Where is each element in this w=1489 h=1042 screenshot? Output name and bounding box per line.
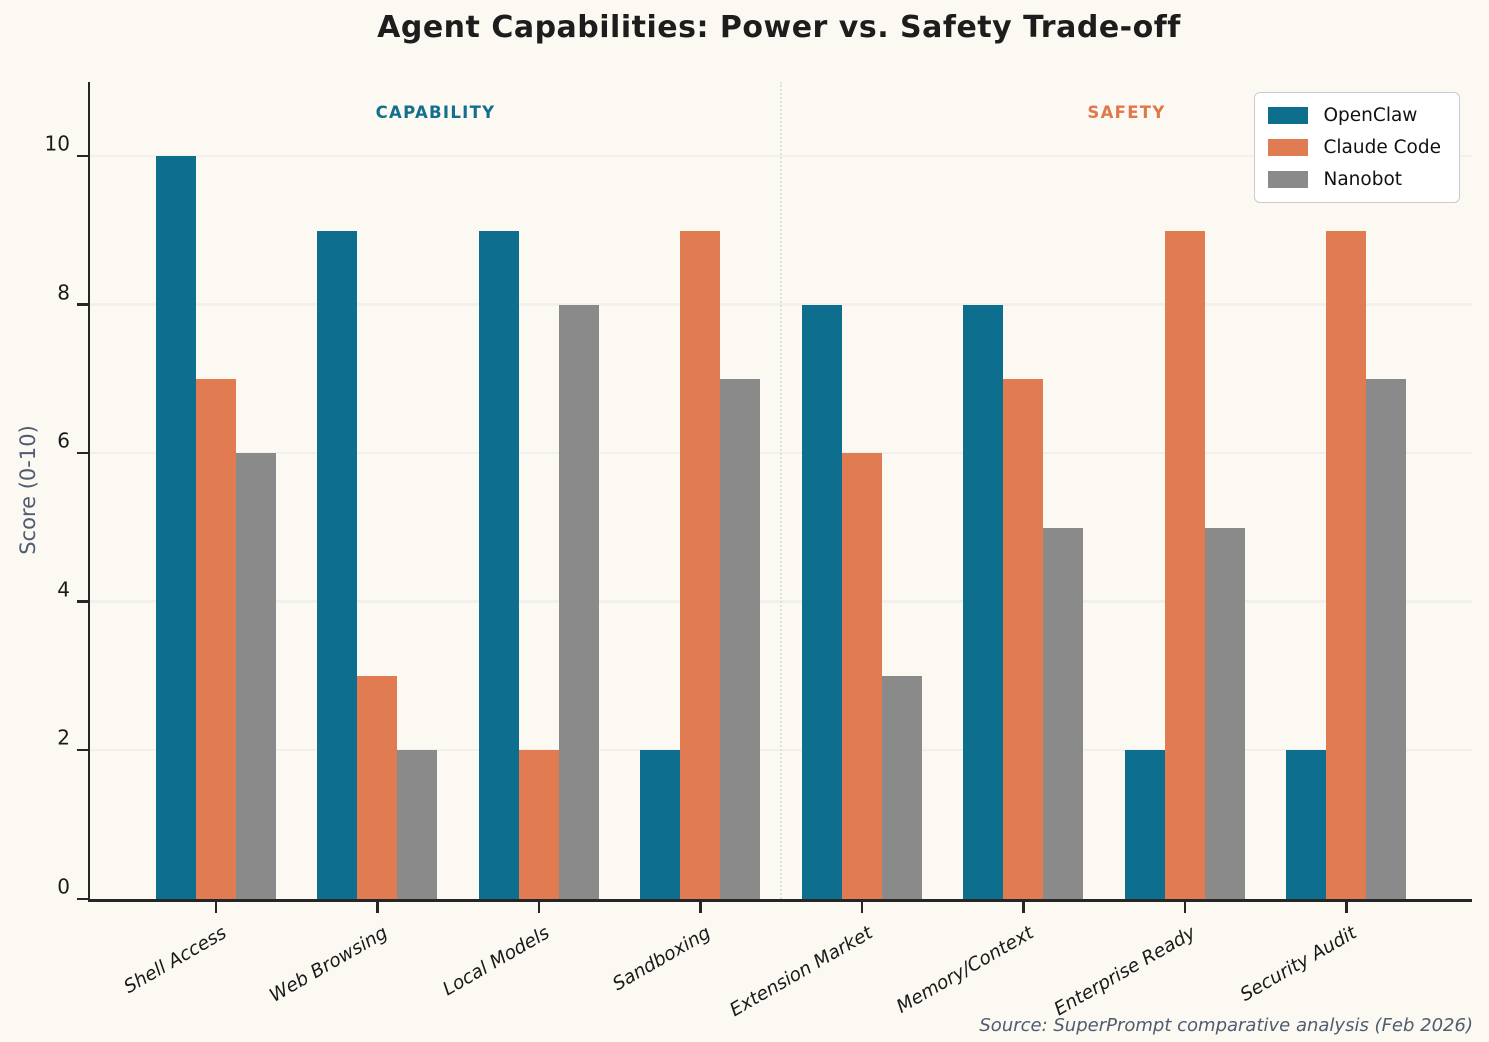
bar-claude-code-memory-context — [1003, 379, 1044, 899]
legend-swatch-nanobot — [1267, 171, 1308, 188]
x-category-label: Shell Access — [120, 922, 230, 998]
x-category-label: Memory/Context — [893, 922, 1038, 1018]
legend-label: Claude Code — [1323, 137, 1442, 158]
x-tick-mark — [214, 902, 218, 913]
bar-nanobot-web-browsing — [397, 750, 438, 899]
x-tick-mark — [1022, 902, 1025, 913]
y-tick-label: 0 — [57, 874, 70, 899]
plot-area: Score (0-10) OpenClaw Claude Code Nanobot … — [16, 82, 1472, 1021]
bar-nanobot-sandboxing — [720, 379, 761, 899]
source-note: Source: SuperPrompt comparative analysis… — [979, 1015, 1473, 1036]
x-tick-mark — [1183, 902, 1187, 913]
bar-nanobot-extension-market — [881, 676, 922, 899]
x-category-label: Local Models — [439, 922, 553, 1001]
bar-openclaw-web-browsing — [317, 230, 358, 899]
legend-item-nanobot: Nanobot — [1267, 169, 1442, 190]
section-divider-line — [780, 82, 782, 899]
x-tick-mark — [1345, 902, 1348, 913]
bar-openclaw-local-models — [478, 230, 519, 899]
x-category-label: Sandboxing — [609, 922, 715, 996]
y-tick-mark — [77, 897, 88, 900]
bar-openclaw-memory-context — [963, 304, 1004, 899]
y-tick-label: 8 — [57, 280, 70, 305]
y-tick-label: 4 — [57, 577, 70, 602]
y-tick-label: 2 — [57, 725, 70, 750]
legend: OpenClaw Claude Code Nanobot — [1253, 92, 1460, 203]
x-tick-mark — [537, 902, 541, 913]
bar-claude-code-web-browsing — [357, 676, 398, 899]
bar-claude-code-enterprise-ready — [1164, 230, 1205, 899]
bar-openclaw-shell-access — [155, 156, 196, 899]
bar-claude-code-extension-market — [841, 453, 882, 899]
legend-item-claude-code: Claude Code — [1267, 137, 1442, 158]
bar-openclaw-enterprise-ready — [1124, 750, 1165, 899]
section-label-safety: SAFETY — [1087, 103, 1166, 122]
x-category-label: Extension Market — [726, 922, 876, 1022]
legend-label: Nanobot — [1323, 169, 1403, 190]
bar-nanobot-local-models — [558, 304, 599, 899]
bar-nanobot-security-audit — [1366, 379, 1407, 899]
bar-nanobot-memory-context — [1043, 527, 1084, 899]
x-category-label: Security Audit — [1237, 922, 1361, 1006]
legend-item-openclaw: OpenClaw — [1267, 105, 1442, 126]
y-tick-mark — [77, 748, 88, 752]
x-category-label: Enterprise Ready — [1050, 922, 1199, 1021]
bar-claude-code-local-models — [518, 750, 559, 899]
y-tick-label: 10 — [44, 131, 70, 156]
bar-openclaw-sandboxing — [640, 750, 681, 899]
x-tick-mark — [376, 902, 379, 913]
y-tick-mark — [77, 600, 88, 603]
bar-claude-code-sandboxing — [680, 230, 721, 899]
y-tick-mark — [77, 154, 88, 158]
legend-swatch-openclaw — [1267, 107, 1308, 124]
x-category-label: Web Browsing — [266, 922, 392, 1007]
chart-title: Agent Capabilities: Power vs. Safety Tra… — [377, 10, 1181, 45]
bar-claude-code-security-audit — [1326, 230, 1367, 899]
y-tick-mark — [77, 303, 88, 306]
y-tick-label: 6 — [57, 428, 70, 453]
bar-openclaw-security-audit — [1286, 750, 1327, 899]
bar-openclaw-extension-market — [801, 304, 842, 899]
bar-claude-code-shell-access — [195, 379, 236, 899]
section-label-capability: CAPABILITY — [375, 103, 496, 122]
bar-nanobot-shell-access — [235, 453, 276, 899]
legend-swatch-claude-code — [1267, 139, 1308, 156]
bar-nanobot-enterprise-ready — [1204, 527, 1245, 899]
x-tick-mark — [860, 902, 864, 913]
y-tick-mark — [77, 451, 88, 455]
y-axis-title: Score (0-10) — [16, 425, 40, 555]
legend-label: OpenClaw — [1323, 105, 1418, 126]
x-tick-mark — [699, 902, 702, 913]
